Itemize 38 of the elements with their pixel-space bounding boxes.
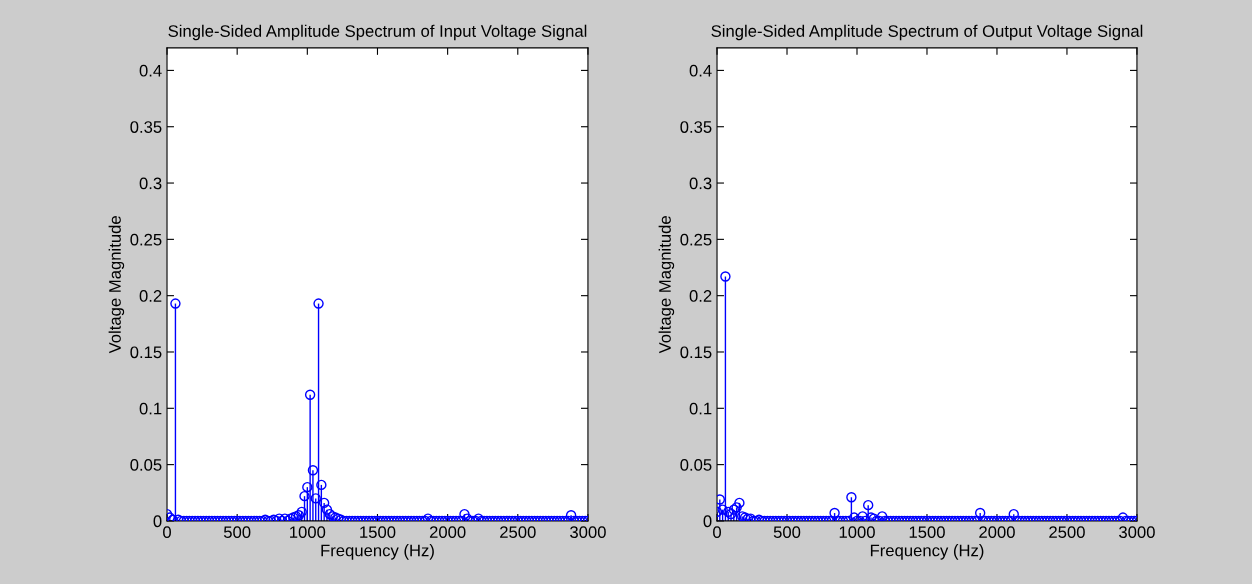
y-tick-label: 0.05 — [680, 459, 712, 471]
y-tick-label: 0.2 — [689, 290, 712, 302]
y-tick-label: 0.15 — [130, 346, 162, 359]
x-tick-label: 3000 — [570, 526, 606, 539]
x-tick-label: 1000 — [290, 526, 326, 539]
x-tick-label: 1500 — [909, 526, 945, 539]
y-tick-label: 0.4 — [689, 64, 712, 77]
x-tick-label: 3000 — [1119, 526, 1155, 539]
x-tick-label: 0 — [163, 526, 171, 539]
y-axis-title: Voltage Magnitude — [108, 216, 125, 354]
x-tick-label: 2500 — [1049, 526, 1085, 539]
y-tick-label: 0.35 — [130, 121, 162, 133]
x-tick-label: 2000 — [979, 526, 1015, 539]
x-axis-title: Frequency (Hz) — [321, 544, 434, 560]
y-tick-label: 0.3 — [689, 177, 712, 190]
y-tick-label: 0.05 — [130, 459, 162, 471]
chart-title: Single-Sided Amplitude Spectrum of Input Voltage Signal — [168, 24, 587, 41]
x-tick-label: 1000 — [839, 526, 875, 539]
y-tick-label: 0.35 — [680, 121, 712, 133]
y-tick-label: 0 — [153, 515, 162, 528]
x-axis-title: Frequency (Hz) — [870, 544, 984, 560]
x-tick-label: 1500 — [360, 526, 396, 539]
x-tick-label: 2500 — [500, 526, 536, 539]
x-tick-label: 500 — [223, 526, 251, 539]
y-tick-label: 0 — [703, 515, 712, 528]
x-tick-label: 0 — [713, 526, 721, 539]
x-tick-label: 500 — [773, 526, 801, 539]
y-tick-label: 0.15 — [680, 346, 712, 359]
y-tick-label: 0.1 — [689, 402, 712, 415]
y-tick-label: 0.1 — [139, 402, 162, 415]
x-tick-label: 2000 — [429, 526, 466, 539]
y-tick-label: 0.2 — [139, 290, 162, 302]
y-tick-label: 0.3 — [139, 177, 162, 190]
y-tick-label: 0.25 — [130, 233, 162, 246]
y-tick-label: 0.4 — [139, 64, 162, 77]
chart-title: Single-Sided Amplitude Spectrum of Output Voltage Signal — [711, 24, 1143, 41]
y-axis-title: Voltage Magnitude — [658, 216, 675, 354]
y-tick-label: 0.25 — [680, 233, 712, 246]
